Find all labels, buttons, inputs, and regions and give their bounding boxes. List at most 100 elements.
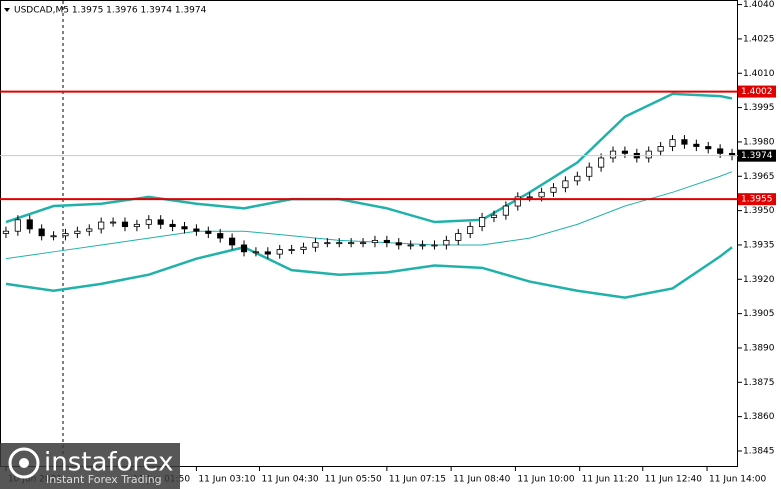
candle-body [455,233,462,241]
candle-body [467,226,474,234]
chart-title: USDCAD,M5 1.3975 1.3976 1.3974 1.3974 [14,6,207,16]
last-price-box [738,149,776,162]
y-tick-label: 1.3920 [743,275,775,285]
y-tick-label: 1.4010 [743,69,775,79]
x-tick-label: 11 Jun 10:00 [517,475,574,485]
candle-body [681,139,688,145]
candle [205,226,212,239]
candle [38,224,45,241]
candle-body [359,242,367,245]
candle-body [586,166,593,177]
candle-body [609,150,617,159]
candle [645,146,652,163]
candle-body [705,146,712,150]
y-tick-label: 1.3950 [743,206,775,216]
candle [443,235,450,250]
last-price-label: 1.3974 [741,151,773,161]
candle [181,222,188,234]
y-tick-label: 1.4040 [743,0,775,10]
x-tick-label: 11 Jun 14:00 [709,475,766,485]
x-tick-label: 11 Jun 08:40 [453,475,510,485]
candle-body [121,221,129,228]
candle [609,146,617,163]
candle-body [169,223,176,228]
candle [2,226,10,239]
candle [359,238,367,248]
candle-body [157,219,164,225]
candle-body [645,150,652,159]
y-tick-label: 1.3890 [743,343,775,353]
candle [502,201,509,220]
candle-body [550,187,557,193]
candle-body [669,139,676,147]
candle [407,240,414,250]
candle-body [205,230,212,234]
x-tick-label: 11 Jun 05:50 [325,475,382,485]
candle [598,153,605,172]
candle-body [479,217,486,228]
title-arrow [4,8,10,12]
candle-body [574,175,581,182]
level-label-box [738,85,776,98]
level-label: 1.4002 [741,87,773,97]
y-tick-label: 1.3845 [743,446,775,456]
candle-body [217,233,224,239]
candle-body [324,242,331,245]
candle-body [336,242,343,245]
candle [252,247,259,257]
candle [383,235,390,248]
candle [693,139,700,152]
candle-body [2,230,10,234]
candle [288,244,295,255]
candle-body [14,219,21,232]
candle [514,192,521,211]
candle-body [50,235,57,238]
axes-layer: 1.4040 1.4025 1.4010 1.3995 1.3980 1.3965 1.39… [5,0,775,485]
candle-body [300,246,307,250]
candle [264,247,271,259]
candle-body [490,214,498,218]
candle [217,228,224,243]
candle [395,238,402,250]
candle [193,224,200,236]
candle-body [74,230,81,234]
candle-body [395,242,402,246]
candle-body [371,239,379,244]
candle-body [693,143,700,147]
candle [574,171,581,186]
candle-body [348,242,355,245]
y-tick-label: 1.3905 [743,309,775,319]
candle [157,215,164,229]
candle-body [562,180,569,189]
x-tick-label: 11 Jun 03:10 [198,475,255,485]
y-tick-label: 1.4025 [743,34,775,44]
candle [455,228,462,245]
candle-body [717,148,724,154]
candle-body [431,244,438,247]
watermark: instaforex Instant Forex Trading [0,443,180,489]
candle [86,224,93,236]
candle-body [657,146,664,152]
candle [62,228,69,241]
candle [50,231,57,241]
candle-body [383,239,390,244]
candle [121,217,129,232]
candle-body [443,239,450,246]
candle [431,240,438,250]
candle [312,238,319,252]
candle-body [145,219,152,225]
candle-body [621,150,628,154]
plot-frame [0,0,738,467]
candle [26,215,33,234]
candle-body [26,219,33,230]
candle-body [229,237,236,246]
candle-body [312,242,319,248]
x-tick-label: 11 Jun 07:15 [389,475,446,485]
candle-body [276,249,283,255]
candle-body [38,228,45,237]
y-tick-label: 1.3935 [743,240,775,250]
candle-body [193,228,200,232]
candle [419,240,426,250]
